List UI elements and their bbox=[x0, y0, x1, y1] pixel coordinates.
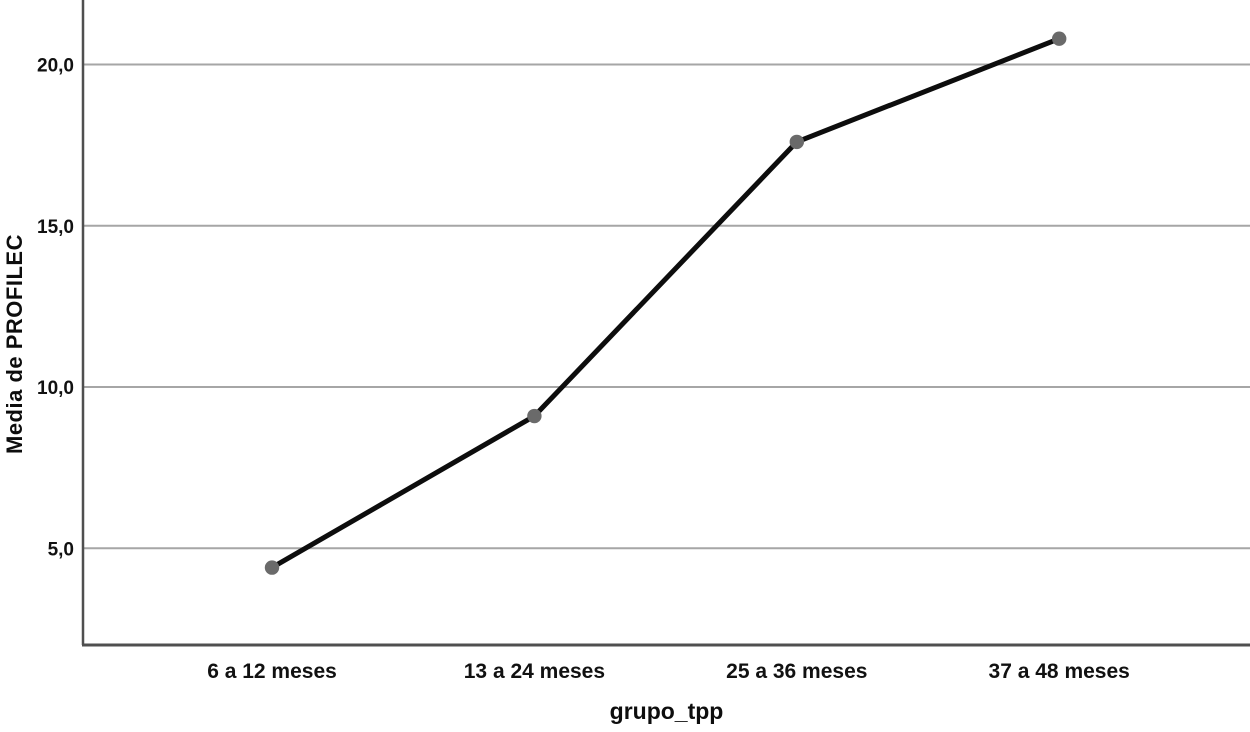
data-point-marker bbox=[264, 560, 280, 575]
data-point-marker bbox=[789, 134, 804, 150]
y-tick-label: 5,0 bbox=[48, 539, 74, 560]
x-category-label: 6 a 12 meses bbox=[207, 660, 337, 683]
y-tick-label: 10,0 bbox=[37, 378, 74, 399]
x-category-label: 13 a 24 meses bbox=[464, 660, 605, 683]
series-line bbox=[269, 36, 1062, 571]
data-point-marker bbox=[527, 408, 542, 424]
x-category-label: 37 a 48 meses bbox=[989, 660, 1130, 683]
x-axis-title: grupo_tpp bbox=[609, 698, 724, 724]
x-category-label: 25 a 36 meses bbox=[726, 660, 867, 683]
y-axis-title: Media de PROFILEC bbox=[2, 234, 27, 454]
y-tick-label: 15,0 bbox=[37, 217, 74, 238]
data-point-marker bbox=[1052, 31, 1067, 46]
y-tick-label: 20,0 bbox=[37, 56, 74, 77]
